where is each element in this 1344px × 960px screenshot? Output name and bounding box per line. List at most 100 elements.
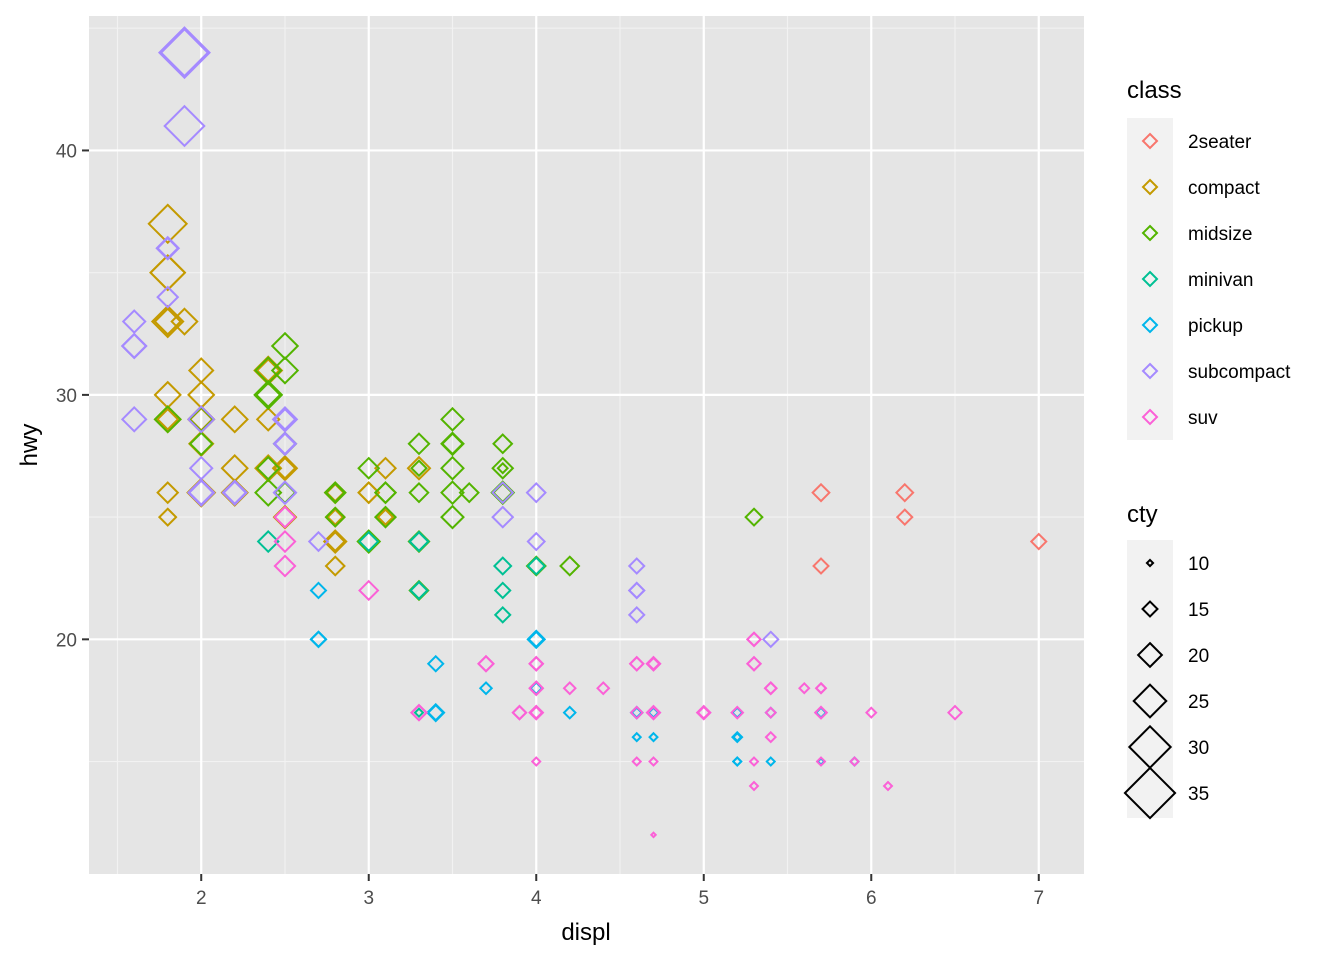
legend-label-pickup: pickup: [1188, 316, 1243, 337]
x-tick-label: 3: [363, 888, 374, 909]
data-point-midsize: [356, 529, 382, 554]
color-legend-title: class: [1127, 77, 1182, 104]
x-tick-label: 5: [698, 888, 709, 909]
data-point-midsize: [440, 504, 465, 530]
data-point-midsize: [492, 433, 514, 455]
data-point-pickup: [731, 730, 744, 744]
data-point-pickup: [648, 731, 659, 743]
legend-size-key: [1141, 600, 1159, 618]
data-point-suv: [477, 654, 495, 673]
data-point-midsize: [440, 480, 465, 506]
size-legend-title: cty: [1127, 501, 1158, 528]
data-point-midsize: [270, 356, 300, 385]
size-legend-keys-bg: [1127, 540, 1173, 818]
legend-key-minivan: [1141, 270, 1159, 288]
data-point-minivan: [526, 556, 547, 576]
data-point-subcompact: [271, 406, 299, 433]
data-point-suv: [629, 705, 644, 720]
data-point-subcompact: [491, 505, 515, 529]
data-point-midsize: [440, 455, 465, 481]
data-point-suv: [849, 756, 860, 767]
data-point-minivan: [358, 530, 380, 553]
data-point-subcompact: [159, 27, 210, 78]
data-point-midsize: [255, 455, 281, 481]
data-point-suv: [814, 681, 828, 695]
data-point-suv: [763, 681, 778, 696]
data-point-suv: [528, 680, 545, 697]
data-point-midsize: [408, 482, 430, 504]
data-point-suv: [649, 831, 658, 839]
data-point-suv: [530, 756, 542, 767]
data-point-midsize: [254, 478, 283, 507]
data-point-subcompact: [272, 480, 298, 506]
legend-key-suv: [1141, 408, 1159, 426]
legend-size-key: [1123, 766, 1177, 820]
data-point-suv: [745, 631, 763, 648]
legend-key-midsize: [1141, 224, 1159, 242]
data-point-midsize: [253, 379, 284, 410]
data-point-subcompact: [187, 478, 216, 507]
data-point-minivan: [408, 530, 430, 553]
data-point-pickup: [731, 756, 743, 767]
data-point-midsize: [357, 456, 381, 480]
data-point-suv: [764, 730, 778, 744]
data-point-subcompact: [221, 479, 249, 506]
data-point-compact: [373, 456, 398, 480]
data-point-compact: [322, 529, 348, 554]
y-tick-label: 40: [56, 141, 77, 162]
data-point-suv: [882, 780, 894, 792]
legend-key-subcompact: [1141, 362, 1159, 380]
data-point-pickup: [425, 702, 446, 723]
data-point-midsize: [373, 505, 398, 529]
legend-key-compact: [1141, 178, 1159, 196]
data-point-midsize: [407, 432, 431, 456]
data-point-subcompact: [627, 581, 646, 600]
legend-size-label: 35: [1188, 784, 1209, 805]
data-point-midsize: [496, 461, 510, 475]
data-point-compact: [376, 508, 395, 527]
data-point-subcompact: [761, 630, 780, 649]
data-point-compact: [324, 530, 346, 553]
data-point-subcompact: [120, 332, 148, 360]
legend-key-2seater: [1141, 132, 1159, 150]
data-point-midsize: [410, 459, 428, 478]
y-tick-label: 20: [56, 630, 77, 651]
data-point-suv: [730, 705, 745, 720]
data-point-suv: [745, 655, 763, 672]
data-point-suv: [628, 655, 645, 672]
data-point-midsize: [188, 431, 214, 457]
x-tick-label: 2: [196, 888, 207, 909]
data-point-pickup: [309, 581, 328, 600]
legend-size-label: 30: [1188, 738, 1209, 759]
data-point-suv: [748, 780, 760, 792]
data-point-suv: [528, 655, 545, 672]
data-point-suv: [528, 704, 545, 721]
data-point-compact: [156, 407, 180, 431]
data-point-suv: [865, 706, 878, 719]
data-point-midsize: [153, 405, 182, 434]
data-point-midsize: [559, 555, 581, 577]
data-point-compact: [324, 555, 346, 577]
data-point-compact: [153, 307, 182, 336]
color-legend-keys-bg: [1127, 118, 1173, 440]
data-point-suv: [798, 681, 811, 695]
data-point-minivan: [492, 556, 513, 576]
data-point-2seater: [811, 482, 831, 503]
data-point-midsize: [491, 456, 515, 480]
data-point-midsize: [324, 506, 346, 528]
data-point-suv: [947, 704, 964, 721]
legend: class 2seater compact midsize minivan pickup s…: [1123, 77, 1291, 820]
data-point-midsize: [440, 406, 465, 432]
legend-size-label: 10: [1188, 554, 1209, 575]
data-point-pickup: [765, 756, 777, 767]
x-tick-label: 7: [1033, 888, 1044, 909]
data-points: [120, 26, 1048, 839]
data-point-suv: [562, 681, 577, 696]
legend-label-suv: suv: [1188, 408, 1218, 429]
data-point-pickup: [562, 705, 577, 720]
data-point-midsize: [458, 482, 480, 504]
data-point-pickup: [631, 731, 643, 743]
y-axis-title: hwy: [16, 424, 43, 467]
data-point-compact: [326, 508, 345, 527]
data-point-subcompact: [627, 605, 646, 624]
